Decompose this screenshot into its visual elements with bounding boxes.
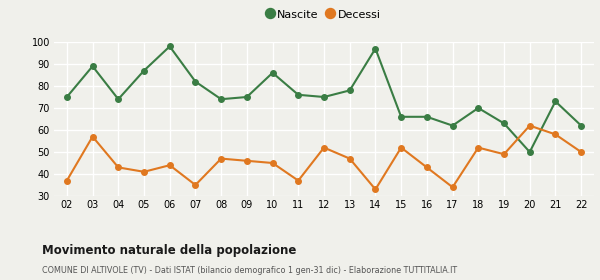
Nascite (578, 124, 585, 127)
Nascite (320, 95, 328, 99)
Decessi (423, 166, 430, 169)
Nascite (500, 122, 508, 125)
Decessi (320, 146, 328, 149)
Decessi (552, 133, 559, 136)
Nascite (526, 150, 533, 154)
Decessi (449, 186, 456, 189)
Decessi (398, 146, 405, 149)
Decessi (269, 161, 276, 165)
Decessi (166, 164, 173, 167)
Nascite (552, 100, 559, 103)
Nascite (89, 64, 96, 68)
Nascite (166, 45, 173, 48)
Nascite (423, 115, 430, 118)
Nascite (140, 69, 148, 72)
Nascite (269, 71, 276, 74)
Decessi (372, 188, 379, 191)
Decessi (89, 135, 96, 138)
Decessi (346, 157, 353, 160)
Nascite (372, 47, 379, 50)
Decessi (218, 157, 225, 160)
Decessi (475, 146, 482, 149)
Nascite (243, 95, 250, 99)
Decessi (63, 179, 70, 182)
Line: Decessi: Decessi (64, 123, 584, 192)
Decessi (578, 150, 585, 154)
Nascite (63, 95, 70, 99)
Nascite (449, 124, 456, 127)
Text: Movimento naturale della popolazione: Movimento naturale della popolazione (42, 244, 296, 256)
Decessi (526, 124, 533, 127)
Nascite (115, 97, 122, 101)
Decessi (243, 159, 250, 162)
Legend: Nascite, Decessi: Nascite, Decessi (263, 4, 385, 24)
Decessi (115, 166, 122, 169)
Nascite (295, 93, 302, 97)
Nascite (346, 89, 353, 92)
Nascite (398, 115, 405, 118)
Nascite (218, 97, 225, 101)
Decessi (500, 153, 508, 156)
Decessi (140, 170, 148, 174)
Line: Nascite: Nascite (64, 44, 584, 155)
Nascite (475, 106, 482, 110)
Decessi (192, 183, 199, 187)
Nascite (192, 80, 199, 83)
Text: COMUNE DI ALTIVOLE (TV) - Dati ISTAT (bilancio demografico 1 gen-31 dic) - Elabo: COMUNE DI ALTIVOLE (TV) - Dati ISTAT (bi… (42, 266, 457, 275)
Decessi (295, 179, 302, 182)
